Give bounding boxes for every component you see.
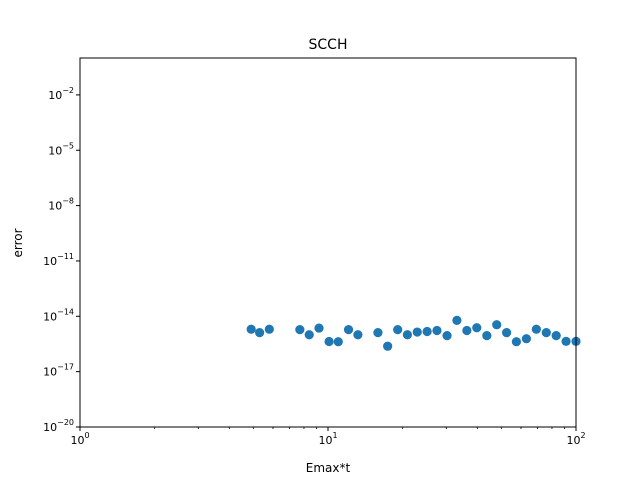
data-point: [393, 325, 403, 335]
data-points: [246, 315, 581, 351]
x-tick-label: 102: [566, 431, 585, 447]
y-tick-base: 10: [48, 200, 62, 213]
x-tick-base: 10: [70, 434, 84, 447]
data-point: [501, 328, 512, 338]
data-point: [264, 324, 274, 334]
x-tick-exponent: 0: [84, 431, 89, 440]
plot-frame: [79, 57, 577, 428]
data-point: [511, 337, 521, 347]
data-point: [432, 325, 442, 336]
y-tick-exponent: −20: [57, 418, 74, 427]
data-point: [353, 330, 363, 340]
data-point: [521, 334, 532, 344]
y-tick-label: 10−2: [48, 86, 74, 102]
data-point: [482, 330, 492, 341]
data-point: [373, 328, 383, 338]
y-tick-exponent: −5: [62, 141, 74, 150]
data-point: [551, 330, 561, 341]
data-point: [333, 337, 343, 347]
y-tick-exponent: −14: [57, 307, 74, 316]
data-point: [343, 325, 354, 335]
x-tick-base: 10: [318, 434, 332, 447]
x-tick-label: 101: [318, 431, 337, 447]
y-tick-exponent: −2: [62, 86, 74, 95]
y-tick-base: 10: [43, 255, 57, 268]
y-tick-label: 10−8: [48, 197, 74, 213]
data-point: [402, 330, 412, 340]
x-tick-exponent: 1: [332, 431, 337, 440]
y-tick-base: 10: [43, 421, 57, 434]
y-tick-exponent: −11: [57, 252, 74, 261]
data-point: [295, 325, 305, 335]
x-tick-label: 100: [70, 431, 89, 447]
data-point: [304, 330, 314, 340]
y-tick-label: 10−14: [43, 307, 74, 323]
data-point: [246, 324, 256, 334]
data-point: [531, 324, 541, 334]
y-tick-label: 10−20: [43, 418, 74, 434]
y-tick-base: 10: [48, 144, 62, 157]
data-point: [314, 323, 324, 333]
data-point: [541, 328, 551, 338]
y-tick-base: 10: [48, 89, 62, 102]
data-point: [452, 315, 462, 325]
x-axis-label: Emax*t: [306, 461, 351, 475]
x-tick-base: 10: [566, 434, 580, 447]
data-point: [255, 328, 265, 338]
y-tick-label: 10−11: [43, 252, 74, 268]
data-point: [472, 323, 482, 333]
y-tick-base: 10: [43, 366, 57, 379]
chart-title: SCCH: [309, 37, 348, 53]
axis-ticks: 100 101 10210−2010−1710−1410−1110−810−510−…: [43, 86, 585, 447]
data-point: [442, 330, 452, 341]
data-point: [412, 327, 422, 337]
data-point: [422, 326, 432, 337]
y-axis-label: error: [11, 228, 25, 257]
y-tick-label: 10−17: [43, 363, 74, 379]
data-point: [492, 320, 502, 330]
data-point: [383, 341, 393, 351]
data-point: [462, 325, 472, 336]
data-point: [324, 336, 334, 347]
y-tick-exponent: −8: [62, 197, 74, 206]
y-tick-exponent: −17: [57, 363, 74, 372]
y-tick-label: 10−5: [48, 141, 74, 157]
data-point: [561, 336, 571, 346]
y-tick-base: 10: [43, 310, 57, 323]
x-tick-exponent: 2: [580, 431, 585, 440]
